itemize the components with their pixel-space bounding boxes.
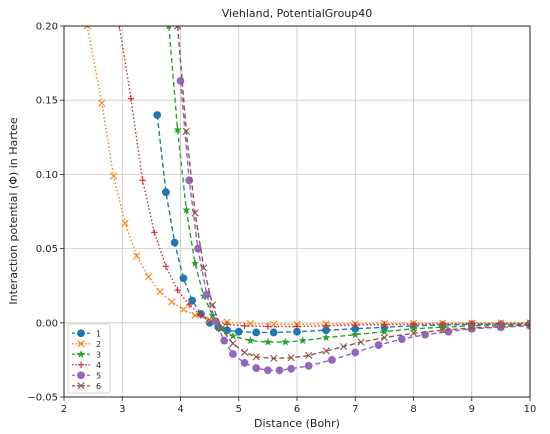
- data-point: [264, 367, 271, 374]
- y-tick-label: 0.15: [36, 96, 58, 107]
- data-point: [235, 328, 242, 335]
- data-point: [241, 359, 248, 366]
- legend-marker: [78, 330, 85, 337]
- x-tick-label: 2: [61, 404, 67, 415]
- x-tick-label: 3: [119, 404, 125, 415]
- plot-area: [84, 22, 534, 373]
- data-point: [398, 336, 405, 343]
- legend-label: 6: [96, 382, 101, 391]
- series-line: [87, 26, 530, 324]
- data-point: [99, 100, 105, 106]
- series-line: [119, 26, 530, 327]
- data-point: [253, 365, 260, 372]
- data-point: [221, 337, 228, 344]
- series-line: [178, 26, 530, 358]
- x-tick-label: 6: [294, 404, 300, 415]
- x-tick-label: 4: [177, 404, 183, 415]
- data-point: [128, 96, 134, 102]
- series-6: [174, 23, 533, 362]
- y-axis-label: Interaction potential (Φ) in Hartee: [7, 117, 20, 304]
- data-point: [157, 288, 163, 294]
- x-tick-label: 7: [352, 404, 358, 415]
- data-point: [230, 340, 236, 346]
- data-point: [329, 357, 336, 364]
- data-point: [241, 349, 247, 355]
- legend: 1 23 45 6: [68, 324, 110, 393]
- data-point: [264, 338, 271, 345]
- data-point: [110, 173, 116, 179]
- data-point: [122, 220, 128, 226]
- series-line: [169, 26, 530, 342]
- legend-label: 2: [96, 340, 101, 349]
- x-axis-label: Distance (Bohr): [254, 417, 340, 430]
- data-point: [163, 189, 170, 196]
- data-point: [253, 329, 260, 336]
- data-point: [305, 362, 312, 369]
- legend-label: 5: [96, 371, 101, 380]
- y-tick-label: 0.10: [36, 170, 58, 181]
- y-tick-label: −0.05: [27, 393, 58, 404]
- series-3: [165, 22, 533, 345]
- data-point: [352, 349, 359, 356]
- x-tick-label: 9: [469, 404, 475, 415]
- legend-box: [68, 324, 110, 393]
- y-tick-label: 0.20: [36, 22, 58, 33]
- legend-label: 1: [96, 329, 101, 338]
- legend-label: 4: [96, 361, 101, 370]
- data-point: [171, 239, 178, 246]
- data-point: [276, 367, 283, 374]
- series-4: [116, 23, 533, 330]
- data-point: [180, 306, 186, 312]
- data-point: [375, 342, 382, 349]
- data-point: [154, 112, 161, 119]
- legend-label: 3: [96, 350, 101, 359]
- legend-marker: [78, 372, 85, 379]
- data-point: [230, 351, 237, 358]
- series-line: [157, 115, 530, 332]
- data-point: [241, 323, 247, 329]
- x-tick-label: 5: [236, 404, 242, 415]
- data-point: [145, 274, 151, 280]
- data-point: [134, 253, 140, 259]
- series-2: [84, 23, 533, 328]
- data-point: [288, 365, 295, 372]
- data-point: [180, 275, 187, 282]
- data-point: [195, 245, 202, 252]
- data-point: [282, 338, 289, 345]
- data-point: [169, 299, 175, 305]
- x-axis: 2 3 4 5 6 7 8 9 10: [61, 397, 537, 415]
- chart-title: Viehland, PotentialGroup40: [222, 7, 373, 20]
- data-point: [270, 329, 277, 336]
- series-1: [154, 112, 534, 336]
- x-tick-label: 8: [410, 404, 416, 415]
- y-axis: −0.05 0.00 0.05 0.10 0.15 0.20: [27, 22, 64, 404]
- y-tick-label: 0.05: [36, 244, 58, 255]
- x-tick-label: 10: [524, 404, 537, 415]
- data-point: [163, 263, 169, 269]
- data-point: [247, 337, 254, 344]
- y-tick-label: 0.00: [36, 318, 58, 329]
- data-point: [139, 177, 145, 183]
- data-point: [299, 337, 306, 344]
- data-point: [151, 229, 157, 235]
- data-point: [323, 334, 330, 341]
